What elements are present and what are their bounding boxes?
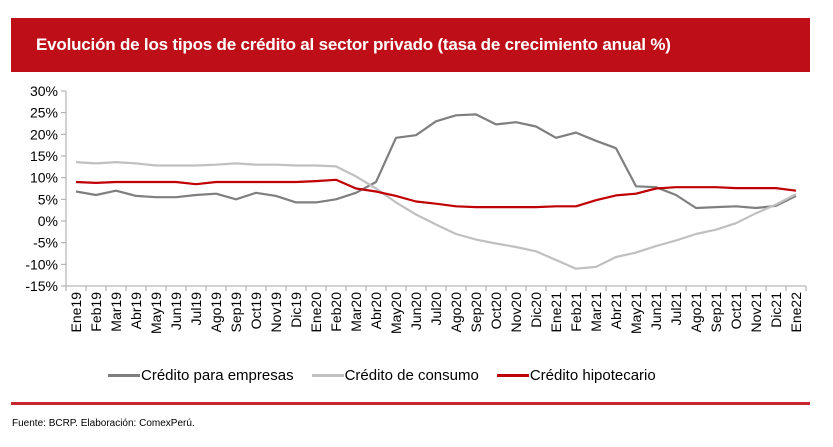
x-tick-label: Abr21 [608,292,624,330]
y-axis: 30% 25% 20% 15% 10% 5% 0% -5% -10% -15% [25,83,67,294]
x-tick-label: Ago21 [688,292,704,333]
legend-item-empresas: Crédito para empresas [108,367,294,384]
x-tick-label: Feb21 [568,292,584,332]
x-tick-label: May19 [148,292,164,334]
x-tick-label: Dic21 [768,292,784,328]
x-tick-label: Jul19 [188,292,204,326]
x-tick-label: Ene22 [788,292,804,333]
x-tick-label: Feb20 [328,292,344,332]
y-tick-label: 0% [38,213,58,229]
legend-swatch-empresas [108,374,140,377]
x-axis: Ene19 Feb19 Mar19 Abr19 May19 Jun19 Jul19 Ago19… [65,285,807,334]
x-tick-label: Nov20 [508,292,524,333]
x-tick-label: Jun20 [408,292,424,330]
x-tick-label: May21 [628,292,644,334]
x-tick-label: Mar21 [588,292,604,332]
x-tick-label: Abr19 [128,292,144,330]
x-tick-label: Mar19 [108,292,124,332]
x-tick-label: Jun21 [648,292,664,330]
y-tick-label: 5% [38,191,58,207]
y-tick-label: 20% [30,126,58,142]
x-tick-label: Sep19 [228,292,244,333]
x-tick-label: Oct19 [248,292,264,330]
x-tick-label: Ago20 [448,292,464,333]
bottom-rule [11,402,810,405]
x-tick-label: Jul21 [668,292,684,326]
series-line-hipotecario [75,178,797,209]
x-tick-label: Nov21 [748,292,764,333]
x-tick-label: Ago19 [208,292,224,333]
y-tick-label: -5% [33,235,58,251]
legend-swatch-hipotecario [496,374,529,377]
x-tick-label: Ene20 [308,292,324,333]
x-tick-label: Feb19 [88,292,104,332]
x-tick-label: Abr20 [368,292,384,330]
legend-label-consumo: Crédito de consumo [344,367,479,384]
x-tick-label: Dic19 [288,292,304,328]
legend-item-consumo: Crédito de consumo [311,367,479,384]
legend-swatch-consumo [311,374,344,377]
series-line-empresas [75,113,797,210]
x-tick-label: Sep20 [468,292,484,333]
x-tick-label: Oct20 [488,292,504,330]
x-tick-label: Ene19 [68,292,84,333]
legend: Crédito para empresas Crédito de consumo… [108,367,674,384]
x-tick-label: May20 [388,292,404,334]
chart-title: Evolución de los tipos de crédito al sec… [11,18,810,72]
x-tick-label: Sep21 [708,292,724,333]
y-tick-label: 25% [30,105,58,121]
x-tick-label: Ene21 [548,292,564,333]
legend-label-hipotecario: Crédito hipotecario [529,367,656,384]
x-tick-label: Dic20 [528,292,544,328]
x-tick-label: Oct21 [728,292,744,330]
legend-item-hipotecario: Crédito hipotecario [496,367,656,384]
legend-label-empresas: Crédito para empresas [141,367,294,384]
source-note: Fuente: BCRP. Elaboración: ComexPerú. [12,418,195,429]
series-lines [75,113,797,270]
x-tick-label: Mar20 [348,292,364,332]
x-tick-label: Jul20 [428,292,444,326]
series-line-consumo [75,161,797,270]
y-tick-label: 10% [30,170,58,186]
x-tick-label: Jun19 [168,292,184,330]
y-tick-label: -10% [25,256,58,272]
x-tick-label: Nov19 [268,292,284,333]
y-tick-label: 30% [30,83,58,99]
y-tick-label: 15% [30,148,58,164]
y-tick-label: -15% [25,278,58,294]
